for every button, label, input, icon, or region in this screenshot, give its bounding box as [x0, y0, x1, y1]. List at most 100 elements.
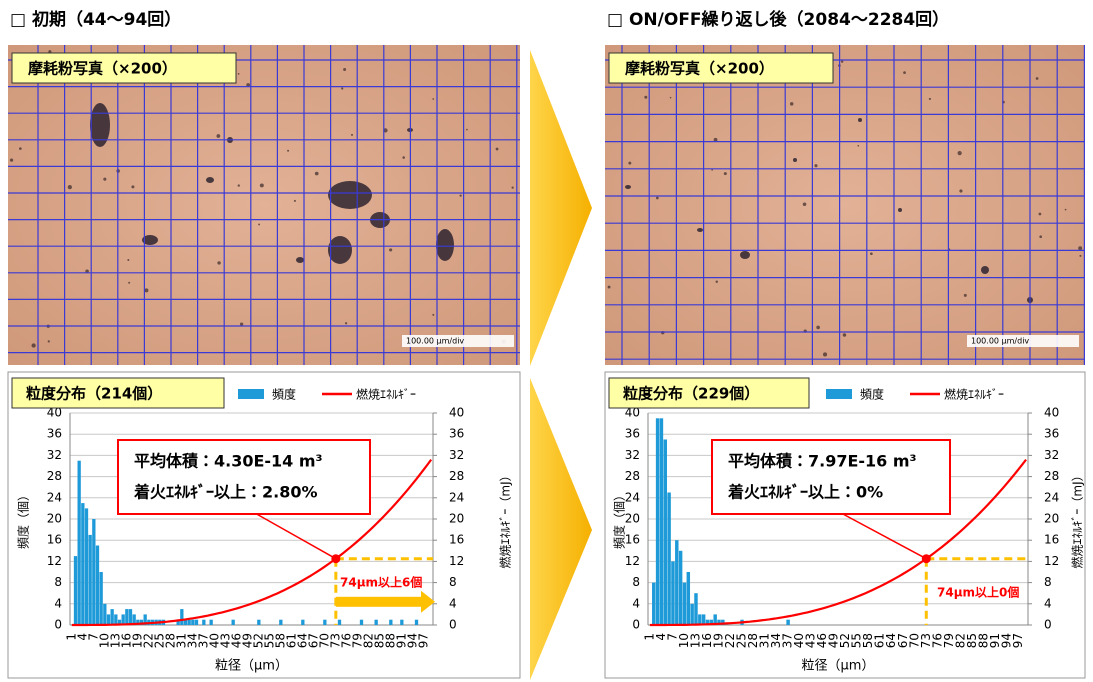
y-tick-label: 36 [625, 427, 640, 441]
bar [121, 614, 125, 625]
y2-tick-label: 20 [449, 512, 464, 526]
y2-tick-label: 12 [449, 554, 464, 568]
x-tick-label: 94 [999, 633, 1013, 648]
debris [131, 185, 135, 189]
bar [374, 619, 378, 625]
y2-axis-label: 燃焼ｴﾈﾙｷﾞｰ（mJ） [498, 469, 513, 568]
bar [713, 614, 717, 625]
x-tick-label: 19 [712, 633, 726, 648]
x-tick-label: 10 [677, 633, 691, 648]
debris [142, 235, 158, 245]
x-tick-label: 31 [174, 633, 188, 648]
x-tick-label: 4 [654, 633, 668, 641]
bar [663, 439, 667, 625]
photo-label: 摩耗粉写真（×200） [27, 60, 177, 78]
x-tick-label: 82 [361, 633, 375, 648]
debris [67, 185, 72, 190]
x-tick-label: 46 [229, 633, 243, 648]
scale-box [402, 335, 514, 347]
x-tick-label: 46 [815, 633, 829, 648]
panel-heading: □ ON/OFF繰り返し後（2084～2284回） [607, 9, 949, 30]
y-tick-label: 28 [47, 469, 62, 483]
debris [296, 257, 304, 263]
photo [8, 45, 520, 365]
annotation: 着火ｴﾈﾙｷﾞｰ以上：0% [728, 483, 883, 502]
debris [789, 102, 794, 106]
panel-heading: □ 初期（44～94回） [10, 9, 181, 30]
debris [9, 158, 14, 162]
debris [31, 343, 36, 348]
x-tick-label: 76 [930, 633, 944, 648]
x-tick-label: 10 [97, 633, 111, 648]
callout-line [842, 513, 927, 560]
legend-swatch [826, 389, 852, 399]
x-tick-label: 64 [295, 633, 309, 648]
x-tick-label: 91 [988, 633, 1002, 648]
y-tick-label: 8 [632, 575, 640, 589]
bar [690, 603, 694, 625]
x-tick-label: 34 [769, 633, 783, 648]
bar [187, 619, 191, 625]
bar [698, 614, 702, 625]
y2-tick-label: 28 [449, 469, 464, 483]
bar [125, 609, 129, 625]
x-tick-label: 13 [688, 633, 702, 648]
bar [95, 545, 100, 625]
legend-label: 頻度 [272, 388, 296, 402]
x-tick-label: 40 [207, 633, 221, 648]
debris [816, 325, 820, 330]
debris [432, 98, 435, 100]
y2-tick-label: 0 [449, 618, 457, 632]
bar [77, 460, 81, 625]
line [71, 458, 433, 627]
y-tick-label: 12 [47, 554, 62, 568]
bar [110, 609, 114, 625]
debris [343, 68, 347, 72]
x-tick-label: 70 [907, 633, 921, 648]
x-tick-label: 16 [119, 633, 133, 648]
debris [206, 177, 214, 183]
scale-box [967, 335, 1079, 347]
debris [793, 158, 797, 162]
y2-axis-label: 燃焼ｴﾈﾙｷﾞｰ（mJ） [1070, 469, 1085, 568]
y2-tick-label: 0 [1044, 618, 1052, 632]
x-tick-label: 7 [86, 633, 100, 641]
bar [705, 619, 710, 625]
photo-label-box [11, 52, 237, 84]
x-tick-label: 55 [850, 633, 864, 648]
x-tick-label: 28 [746, 633, 760, 648]
debris [628, 161, 632, 165]
debris [723, 172, 727, 176]
bar [721, 619, 725, 625]
chevron [530, 50, 592, 366]
y2-tick-label: 36 [449, 427, 464, 441]
x-tick-label: 13 [108, 633, 122, 648]
chevron [530, 378, 592, 680]
bar [359, 619, 364, 625]
photo-label: 摩耗粉写真（×200） [624, 60, 774, 78]
y-tick-label: 0 [632, 618, 640, 632]
debris [1079, 254, 1082, 257]
debris [963, 293, 967, 297]
bar [301, 619, 305, 625]
debris [1064, 208, 1067, 211]
x-tick-label: 67 [306, 633, 320, 648]
x-axis-label: 粒径（μm） [802, 659, 875, 674]
debris [644, 95, 648, 99]
y-tick-label: 16 [47, 533, 62, 547]
bar [183, 619, 188, 625]
annotation: 平均体積：4.30E-14 m³ [134, 452, 323, 471]
x-tick-label: 1 [642, 633, 656, 641]
bar [139, 619, 144, 625]
bar [682, 582, 687, 625]
x-tick-label: 22 [723, 633, 737, 648]
x-tick-label: 34 [185, 633, 199, 648]
bar [88, 534, 92, 625]
debris [103, 177, 107, 181]
y-tick-label: 40 [47, 406, 62, 420]
debris [350, 133, 354, 136]
x-tick-label: 97 [1011, 633, 1025, 648]
y-axis-label: 頻度（個） [17, 489, 31, 549]
scale-label: 100.00 μm/div [971, 337, 1029, 346]
debris [607, 285, 611, 289]
